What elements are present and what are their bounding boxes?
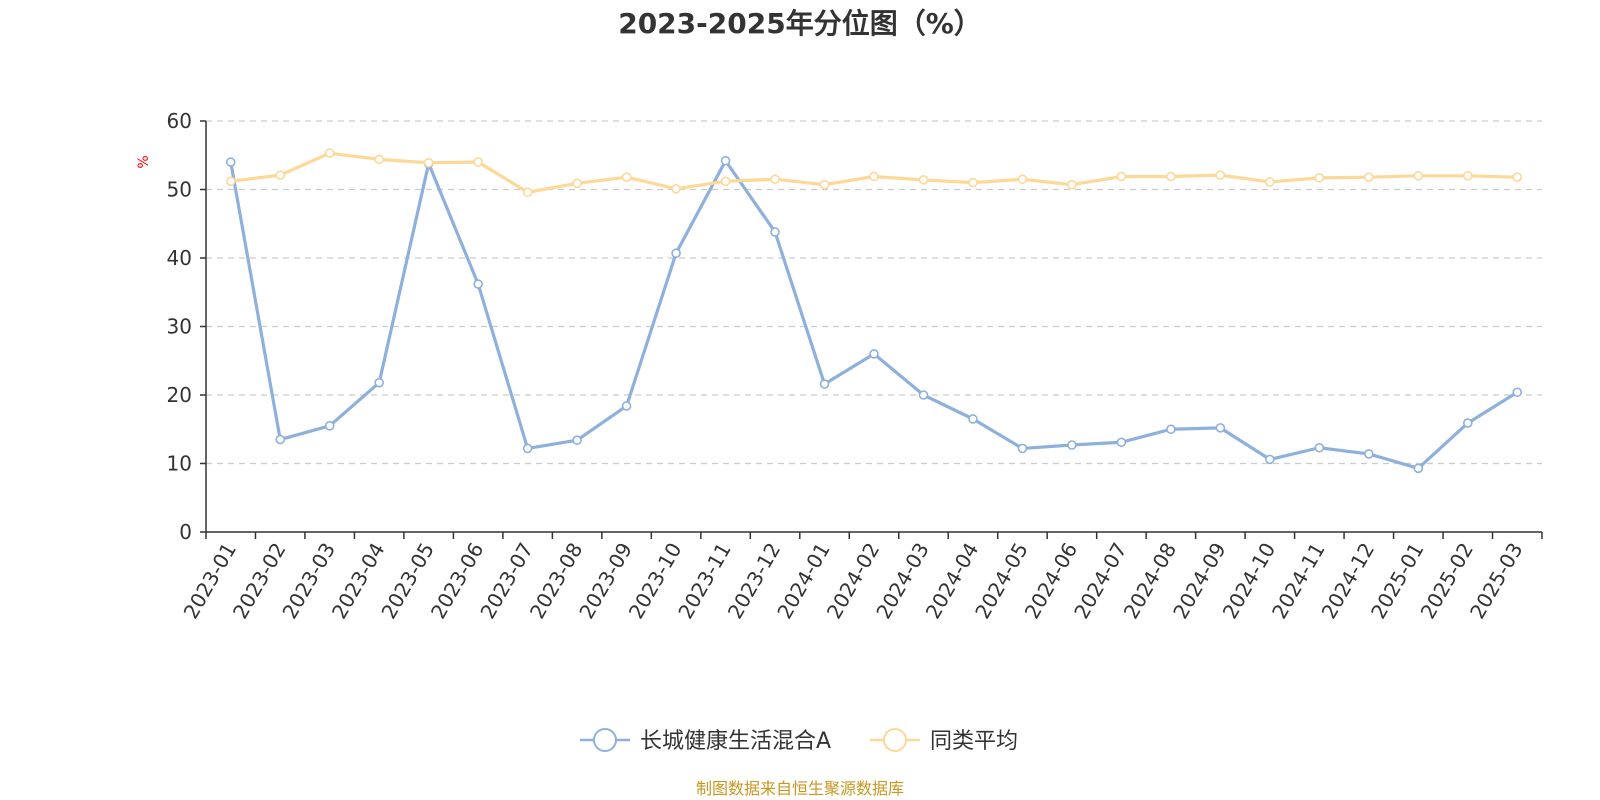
data-point[interactable] xyxy=(1215,423,1226,433)
data-point[interactable] xyxy=(770,174,780,185)
legend[interactable]: 长城健康生活混合A 同类平均 xyxy=(580,728,1018,754)
y-tick-label: 20 xyxy=(167,383,192,407)
data-point[interactable] xyxy=(1215,170,1226,180)
data-point[interactable] xyxy=(621,172,632,182)
data-point[interactable] xyxy=(720,155,731,166)
series-2 xyxy=(225,148,1523,198)
data-point[interactable] xyxy=(522,187,533,198)
legend-label: 同类平均 xyxy=(930,729,1018,754)
data-point[interactable] xyxy=(671,248,681,259)
data-point[interactable] xyxy=(225,157,236,167)
data-point[interactable] xyxy=(473,157,483,167)
data-point[interactable] xyxy=(918,390,929,400)
data-point[interactable] xyxy=(1512,387,1523,398)
data-point[interactable] xyxy=(324,148,335,158)
data-point[interactable] xyxy=(324,421,335,431)
data-point[interactable] xyxy=(869,349,879,359)
data-point[interactable] xyxy=(1512,172,1523,182)
series-layer xyxy=(225,148,1523,474)
data-point[interactable] xyxy=(1413,463,1424,474)
data-point[interactable] xyxy=(374,377,384,388)
data-point[interactable] xyxy=(1067,179,1077,190)
data-point[interactable] xyxy=(275,170,286,180)
data-point[interactable] xyxy=(1364,449,1374,459)
data-point[interactable] xyxy=(819,179,830,190)
data-point[interactable] xyxy=(720,176,731,187)
data-point[interactable] xyxy=(1314,173,1325,183)
data-point[interactable] xyxy=(423,157,434,168)
data-point[interactable] xyxy=(1017,443,1028,454)
data-point[interactable] xyxy=(473,279,483,289)
y-tick-label: 60 xyxy=(167,109,192,133)
chart-title: 2023-2025年分位图（%） xyxy=(618,7,982,40)
data-point[interactable] xyxy=(1017,174,1028,185)
data-point[interactable] xyxy=(1067,440,1077,450)
data-point[interactable] xyxy=(968,177,978,188)
data-point[interactable] xyxy=(671,184,681,194)
data-point[interactable] xyxy=(1166,171,1176,182)
data-point[interactable] xyxy=(819,379,830,389)
legend-marker-icon xyxy=(593,728,617,752)
y-tick-label: 40 xyxy=(167,246,192,270)
data-point[interactable] xyxy=(522,443,533,454)
data-point[interactable] xyxy=(1314,442,1325,453)
series-line xyxy=(229,159,1519,470)
data-point[interactable] xyxy=(968,414,978,424)
data-point[interactable] xyxy=(275,434,286,445)
data-point[interactable] xyxy=(869,171,879,182)
data-point[interactable] xyxy=(1364,172,1374,182)
data-point[interactable] xyxy=(621,401,632,411)
legend-item-2[interactable]: 同类平均 xyxy=(870,728,1018,754)
data-point[interactable] xyxy=(1462,418,1473,428)
data-point[interactable] xyxy=(572,178,582,189)
data-point[interactable] xyxy=(374,154,384,165)
legend-marker-icon xyxy=(883,728,907,752)
y-tick-label: 10 xyxy=(167,452,192,476)
y-axis-unit-label: % xyxy=(136,155,152,168)
data-point[interactable] xyxy=(1166,424,1176,435)
data-point[interactable] xyxy=(1265,177,1275,187)
data-point[interactable] xyxy=(1116,171,1127,182)
y-tick-label: 0 xyxy=(179,520,192,544)
legend-label: 长城健康生活混合A xyxy=(640,729,831,754)
data-point[interactable] xyxy=(1265,454,1275,465)
data-point[interactable] xyxy=(572,435,582,446)
data-point[interactable] xyxy=(1462,171,1473,181)
data-point[interactable] xyxy=(1413,171,1424,181)
y-tick-label: 30 xyxy=(167,315,192,339)
data-point[interactable] xyxy=(770,227,780,237)
data-point[interactable] xyxy=(1116,437,1127,448)
series-1 xyxy=(225,155,1523,474)
grid-lines xyxy=(206,120,1542,465)
legend-item-1[interactable]: 长城健康生活混合A xyxy=(580,728,831,754)
y-tick-label: 50 xyxy=(167,178,192,202)
data-point[interactable] xyxy=(918,175,929,185)
source-note: 制图数据来自恒生聚源数据库 xyxy=(696,779,904,798)
data-point[interactable] xyxy=(225,176,236,187)
